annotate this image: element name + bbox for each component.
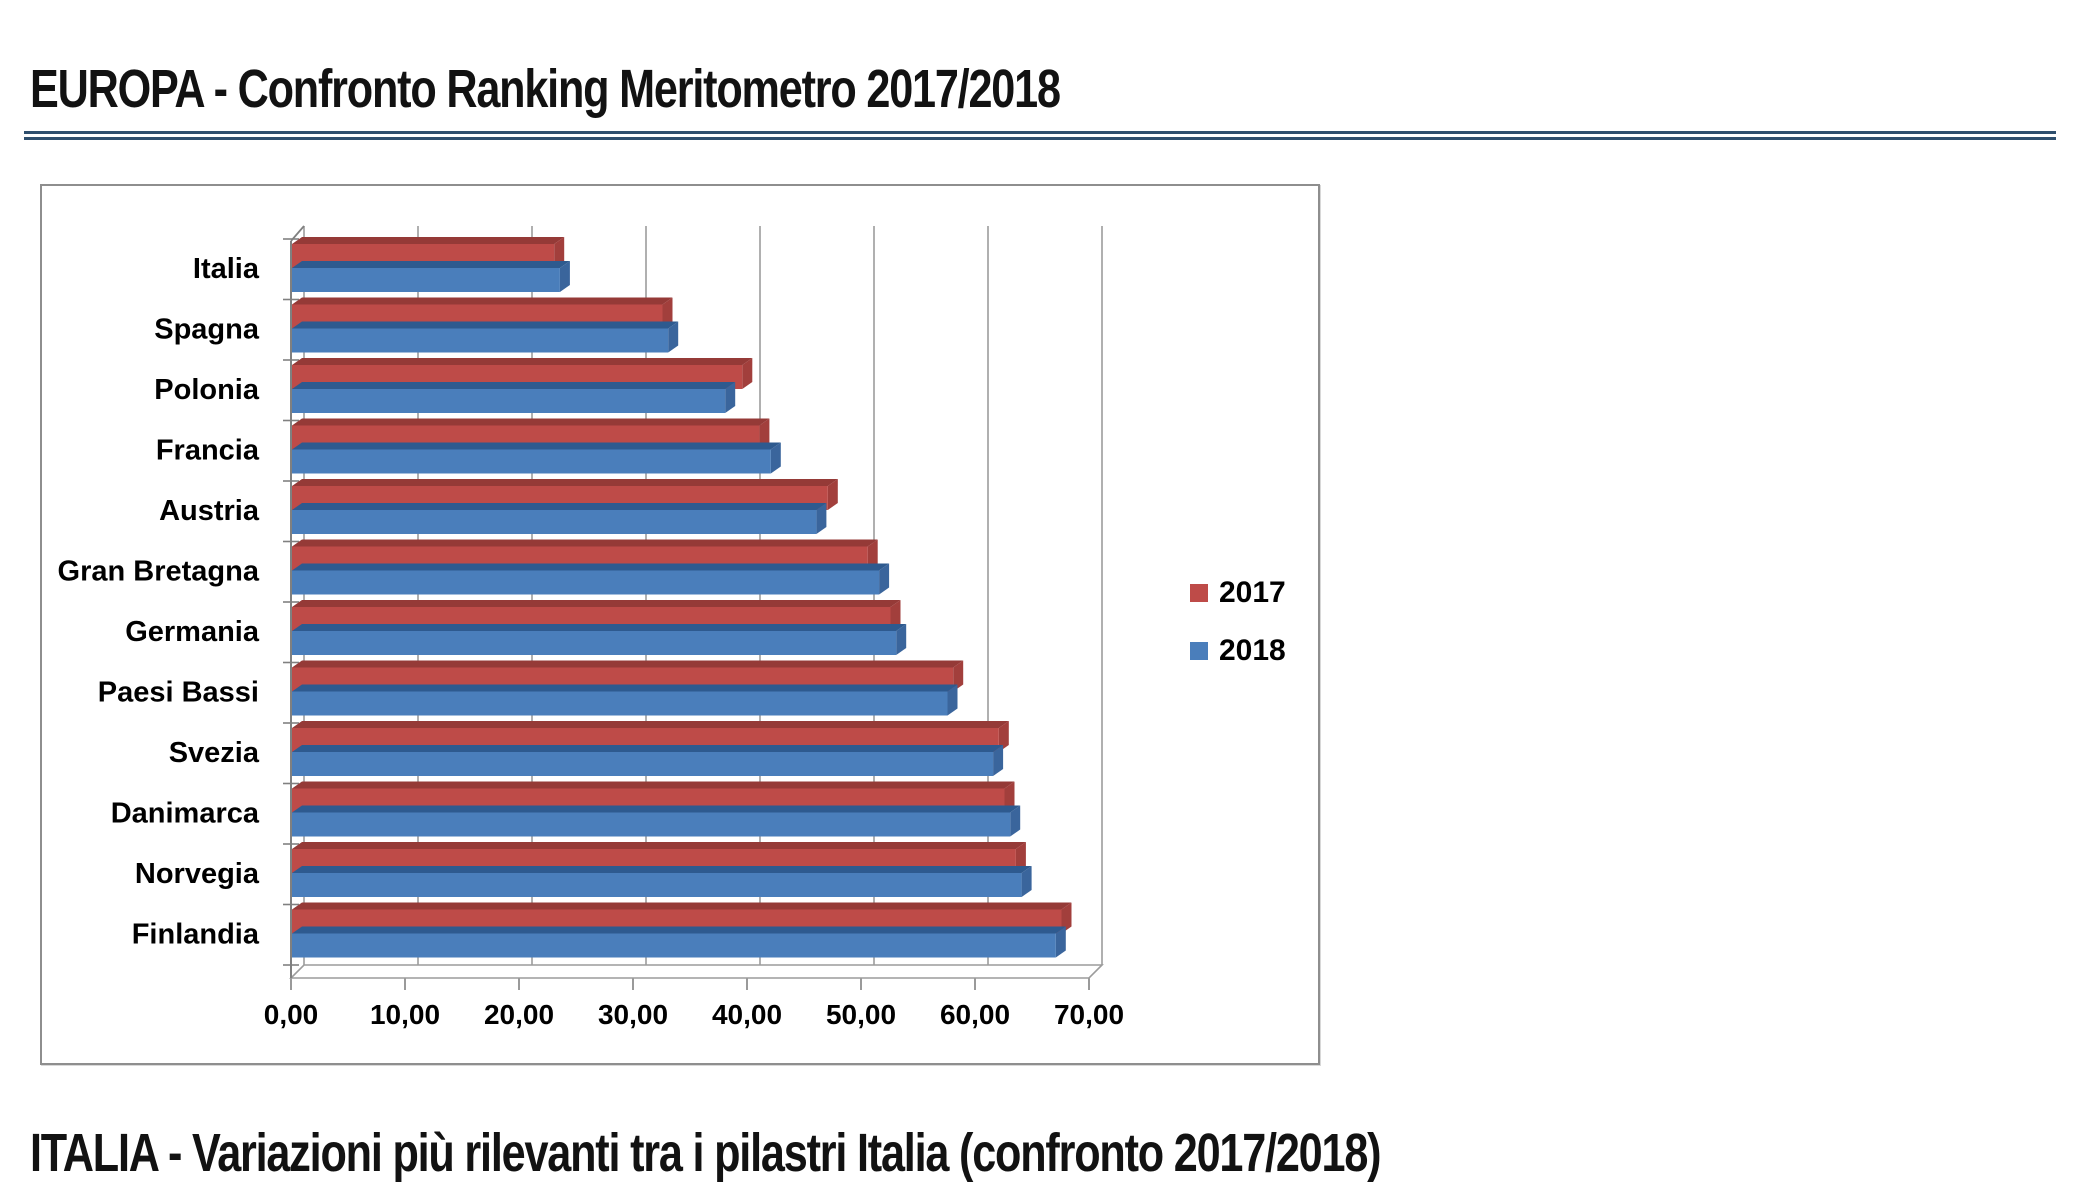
category-label-Germania: Germania <box>125 616 260 648</box>
x-axis-label: 60,00 <box>940 999 1010 1030</box>
x-axis-label: 20,00 <box>484 999 554 1030</box>
title-divider <box>24 131 2056 140</box>
section-title-europa: EUROPA - Confronto Ranking Meritometro 2… <box>30 62 1317 116</box>
bar-2018-Spagna <box>292 321 679 353</box>
x-axis-label: 10,00 <box>370 999 440 1030</box>
category-label-Francia: Francia <box>156 435 260 467</box>
bar-2018-Polonia <box>292 382 736 413</box>
bar-2018-Germania <box>292 624 907 655</box>
bar-2018-Gran Bretagna <box>292 563 890 595</box>
category-label-Polonia: Polonia <box>154 374 260 406</box>
bar-2018-Finlandia <box>292 926 1066 958</box>
legend-item-2017: 2017 <box>1190 576 1286 610</box>
x-axis-label: 0,00 <box>264 999 319 1030</box>
legend-label-2017: 2017 <box>1219 576 1286 609</box>
category-label-Paesi Bassi: Paesi Bassi <box>98 677 259 709</box>
category-label-Spagna: Spagna <box>154 314 260 346</box>
category-label-Gran Bretagna: Gran Bretagna <box>58 556 260 588</box>
bar-2018-Danimarca <box>292 805 1021 837</box>
bar-2018-Svezia <box>292 745 1004 776</box>
category-label-Austria: Austria <box>159 495 260 527</box>
bar-2018-Norvegia <box>292 866 1032 897</box>
bar-2018-Austria <box>292 503 827 534</box>
legend-label-2018: 2018 <box>1219 634 1286 667</box>
bar-2018-Italia <box>292 261 570 292</box>
section-title-italia-text: ITALIA - Variazioni più rilevanti tra i … <box>30 1123 1382 1183</box>
category-label-Italia: Italia <box>193 253 260 285</box>
bar-chart: 0,00 10,00 20,00 30,00 40,00 50,00 60,00 70,00 I… <box>58 225 1124 1030</box>
category-label-Finlandia: Finlandia <box>132 919 260 951</box>
chart-floor <box>289 964 1104 979</box>
legend-swatch-2018 <box>1190 642 1208 660</box>
category-label-Norvegia: Norvegia <box>135 858 260 890</box>
legend-item-2018: 2018 <box>1190 634 1286 668</box>
chart-frame: 0,00 10,00 20,00 30,00 40,00 50,00 60,00 70,00 I… <box>40 184 1320 1065</box>
category-label-Danimarca: Danimarca <box>111 798 260 830</box>
x-axis-label: 70,00 <box>1054 999 1124 1030</box>
bar-2018-Paesi Bassi <box>292 684 958 716</box>
x-axis-label: 40,00 <box>712 999 782 1030</box>
legend-swatch-2017 <box>1190 584 1208 602</box>
category-label-Svezia: Svezia <box>169 737 260 769</box>
bar-2018-Francia <box>292 442 781 474</box>
section-title-italia: ITALIA - Variazioni più rilevanti tra i … <box>30 1126 1718 1180</box>
section-title-europa-text: EUROPA - Confronto Ranking Meritometro 2… <box>30 59 1061 119</box>
x-axis-label: 50,00 <box>826 999 896 1030</box>
x-axis-label: 30,00 <box>598 999 668 1030</box>
